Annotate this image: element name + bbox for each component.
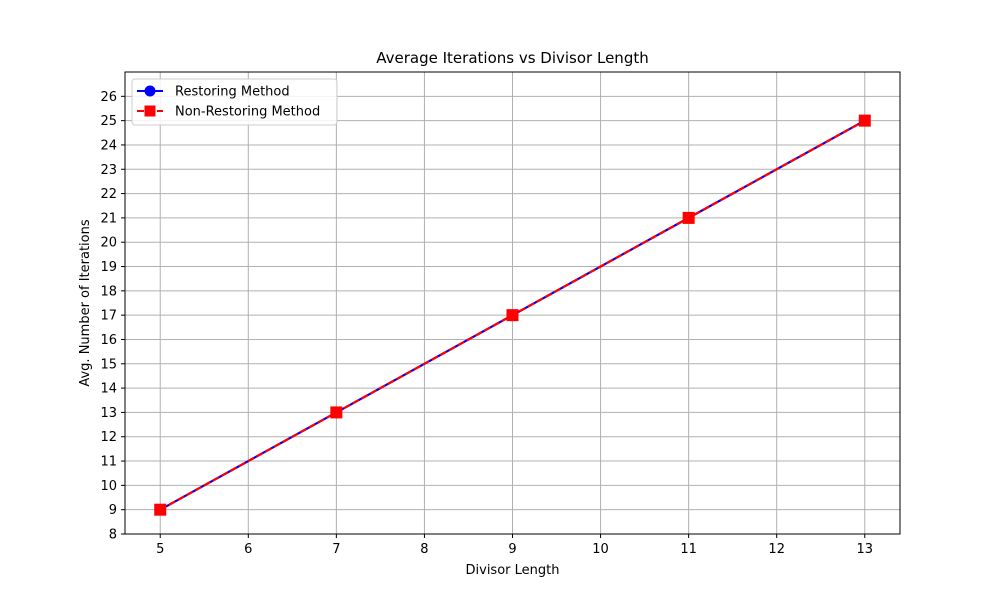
y-tick-label: 9 <box>109 503 117 518</box>
legend-entry-non-restoring: Non-Restoring Method <box>137 105 320 120</box>
y-tick-label: 14 <box>100 382 117 397</box>
x-tick-label: 8 <box>420 542 428 557</box>
x-axis: 5 6 7 8 9 10 11 12 13 <box>156 534 873 557</box>
legend-label-non-restoring: Non-Restoring Method <box>175 105 320 120</box>
x-tick-label: 12 <box>768 542 785 557</box>
legend: Restoring Method Non-Restoring Method <box>131 78 338 126</box>
y-tick-label: 15 <box>100 357 117 372</box>
y-tick-label: 22 <box>100 187 117 202</box>
legend-label-restoring: Restoring Method <box>175 85 290 100</box>
x-tick-label: 6 <box>244 542 252 557</box>
y-tick-label: 17 <box>100 309 117 324</box>
y-tick-label: 10 <box>100 479 117 494</box>
y-tick-label: 25 <box>100 114 117 129</box>
series-layer <box>154 114 871 516</box>
legend-entry-restoring: Restoring Method <box>137 85 290 100</box>
y-tick-label: 24 <box>100 138 117 153</box>
y-tick-label: 11 <box>100 455 117 470</box>
legend-box <box>131 78 338 126</box>
x-tick-label: 11 <box>680 542 697 557</box>
data-point-1-3 <box>682 211 695 224</box>
y-tick-label: 18 <box>100 284 117 299</box>
x-axis-label: Divisor Length <box>466 563 560 578</box>
data-point-1-2 <box>506 309 519 322</box>
y-axis: 8 9 10 11 12 13 14 15 16 17 18 19 20 21 22 23 24 25 26 <box>100 90 125 543</box>
data-point-1-4 <box>858 114 871 127</box>
y-tick-label: 8 <box>109 528 117 543</box>
x-tick-label: 13 <box>856 542 873 557</box>
x-tick-label: 9 <box>508 542 516 557</box>
y-tick-label: 21 <box>100 211 117 226</box>
y-tick-label: 20 <box>100 236 117 251</box>
legend-marker-non-restoring <box>144 105 156 117</box>
y-tick-label: 23 <box>100 163 117 178</box>
x-tick-label: 5 <box>156 542 164 557</box>
data-point-1-1 <box>330 406 343 419</box>
y-tick-label: 26 <box>100 90 117 105</box>
x-tick-label: 7 <box>332 542 340 557</box>
legend-marker-restoring <box>144 85 156 97</box>
y-tick-label: 19 <box>100 260 117 275</box>
y-tick-label: 13 <box>100 406 117 421</box>
y-tick-label: 16 <box>100 333 117 348</box>
y-tick-label: 12 <box>100 430 117 445</box>
chart-title: Average Iterations vs Divisor Length <box>376 49 648 67</box>
data-point-1-0 <box>154 503 167 516</box>
y-axis-label: Avg. Number of Iterations <box>78 219 93 387</box>
x-tick-label: 10 <box>592 542 609 557</box>
